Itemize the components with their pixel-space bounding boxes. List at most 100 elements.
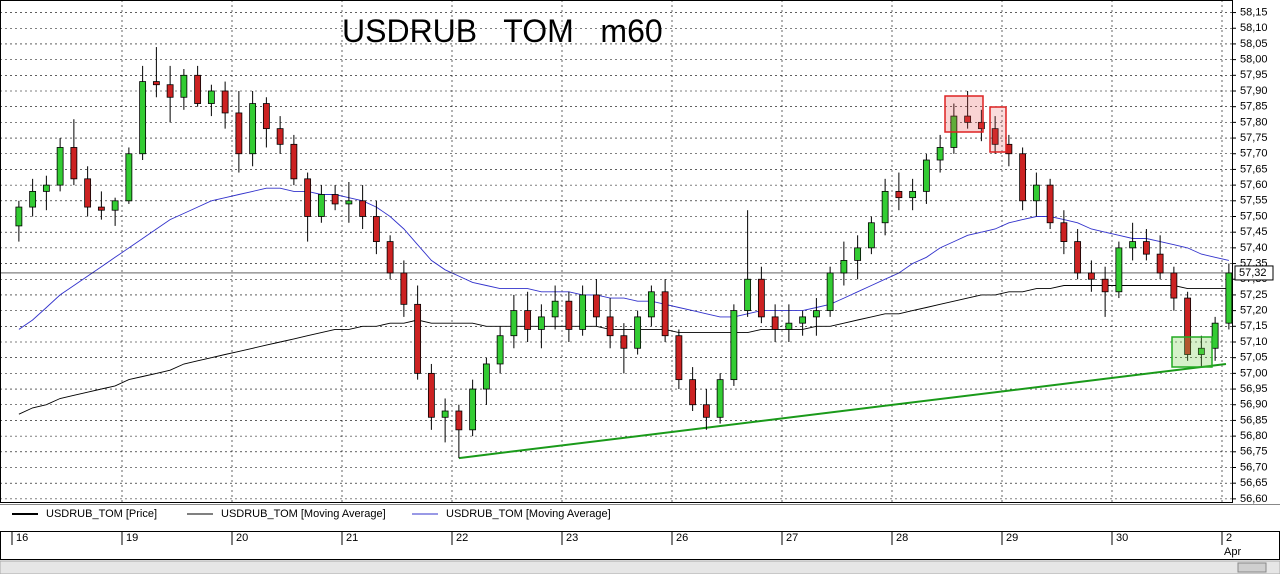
- y-tick-label: 56,65: [1240, 477, 1268, 489]
- candle-body: [70, 147, 78, 180]
- candle-body: [1142, 241, 1150, 255]
- candle-body: [634, 316, 642, 349]
- candle-body: [922, 159, 930, 192]
- candle-body: [1032, 184, 1040, 202]
- candle-body: [647, 291, 655, 318]
- candle-body: [1129, 241, 1137, 249]
- candle-body: [166, 84, 174, 98]
- candle-body: [386, 241, 394, 274]
- candle-body: [537, 316, 545, 330]
- candle-body: [510, 310, 518, 337]
- y-tick-label: 58,00: [1240, 54, 1268, 66]
- candle-body: [1101, 278, 1109, 293]
- candle-body: [97, 206, 105, 211]
- y-tick-label: 57,40: [1240, 242, 1268, 254]
- candle-body: [1156, 253, 1164, 274]
- y-tick-label: 57,95: [1240, 69, 1268, 81]
- y-tick-label: 57,00: [1240, 367, 1268, 379]
- candle-body: [221, 90, 229, 114]
- last-price-box: [1234, 265, 1274, 281]
- candle-body: [235, 112, 243, 155]
- y-tick-label: 57,75: [1240, 132, 1268, 144]
- y-tick-label: 57,55: [1240, 195, 1268, 207]
- candle-body: [427, 372, 435, 418]
- y-tick-label: 56,75: [1240, 446, 1268, 458]
- x-tick-label: 20: [236, 532, 248, 544]
- candle-body: [469, 388, 477, 431]
- candle-body: [345, 200, 353, 205]
- candle-body: [317, 194, 325, 217]
- candle-body: [964, 115, 972, 123]
- x-tick-label: 29: [1006, 532, 1018, 544]
- scrollbar[interactable]: [0, 560, 1280, 574]
- y-tick-label: 56,95: [1240, 383, 1268, 395]
- candle-body: [29, 190, 37, 208]
- legend-label: USDRUB_TOM [Moving Average]: [446, 508, 611, 520]
- y-tick-label: 57,90: [1240, 85, 1268, 97]
- indicator-lines: [0, 187, 1232, 460]
- candle-body: [1197, 347, 1205, 355]
- candle-body: [799, 316, 807, 324]
- y-tick-label: 57,80: [1240, 116, 1268, 128]
- candle-body: [372, 216, 380, 242]
- legend: USDRUB_TOM [Price] USDRUB_TOM [Moving Ave…: [12, 508, 611, 520]
- y-tick-label: 56,80: [1240, 430, 1268, 442]
- candle-body: [716, 379, 724, 418]
- candle-body: [675, 335, 683, 381]
- candle-body: [977, 121, 985, 130]
- candle-body: [455, 410, 463, 431]
- y-tick-label: 57,60: [1240, 179, 1268, 191]
- candle-body: [785, 322, 793, 330]
- y-tick-label: 58,10: [1240, 22, 1268, 34]
- candle-body: [1170, 272, 1178, 299]
- candle-body: [991, 128, 999, 145]
- highlight-box: [944, 95, 984, 133]
- candle-body: [1184, 297, 1192, 355]
- highlight-box: [1171, 336, 1213, 368]
- candle-body: [1211, 322, 1219, 349]
- candle-body: [744, 278, 752, 312]
- candle-body: [276, 128, 284, 145]
- x-tick-label: 22: [456, 532, 468, 544]
- highlight-box: [989, 106, 1007, 153]
- candle-body: [304, 178, 312, 217]
- candle-body: [1225, 272, 1233, 324]
- candle-body: [496, 335, 504, 365]
- x-axis: 16 19 20 21 22 23 26 27 28 29 30 2 Apr: [11, 532, 1241, 558]
- scrollbar-thumb[interactable]: [1237, 562, 1267, 573]
- y-tick-label: 57,15: [1240, 320, 1268, 332]
- trendline: [458, 362, 1227, 460]
- legend-label: USDRUB_TOM [Price]: [46, 508, 157, 520]
- moving-average-line: [18, 187, 1229, 330]
- y-tick-label: 57,50: [1240, 210, 1268, 222]
- y-tick-label: 57,25: [1240, 289, 1268, 301]
- candle-body: [689, 379, 697, 406]
- y-tick-label: 56,85: [1240, 414, 1268, 426]
- y-tick-label: 57,85: [1240, 101, 1268, 113]
- y-tick-label: 58,05: [1240, 38, 1268, 50]
- y-tick-label: 57,65: [1240, 163, 1268, 175]
- x-tick-label: 23: [566, 532, 578, 544]
- candle-body: [661, 291, 669, 337]
- y-axis: 56,60 56,65 56,70 56,75 56,80 56,85 56,90 56,95…: [1232, 6, 1274, 505]
- candle-body: [1074, 241, 1082, 274]
- x-tick-label: 30: [1116, 532, 1128, 544]
- candle-body: [249, 103, 257, 155]
- candle-body: [579, 294, 587, 330]
- candle-body: [180, 74, 188, 98]
- candle-body: [771, 316, 779, 330]
- candle-body: [1046, 184, 1054, 224]
- candle-body: [441, 410, 449, 418]
- candle-body: [207, 90, 215, 104]
- candle-body: [867, 222, 875, 249]
- candle-body: [606, 316, 614, 337]
- y-tick-label: 56,70: [1240, 461, 1268, 473]
- candle-body: [42, 184, 50, 192]
- candle-body: [262, 103, 270, 130]
- y-tick-label: 57,05: [1240, 352, 1268, 364]
- candle-body: [702, 404, 710, 418]
- candle-body: [909, 190, 917, 199]
- x-tick-label: 28: [896, 532, 908, 544]
